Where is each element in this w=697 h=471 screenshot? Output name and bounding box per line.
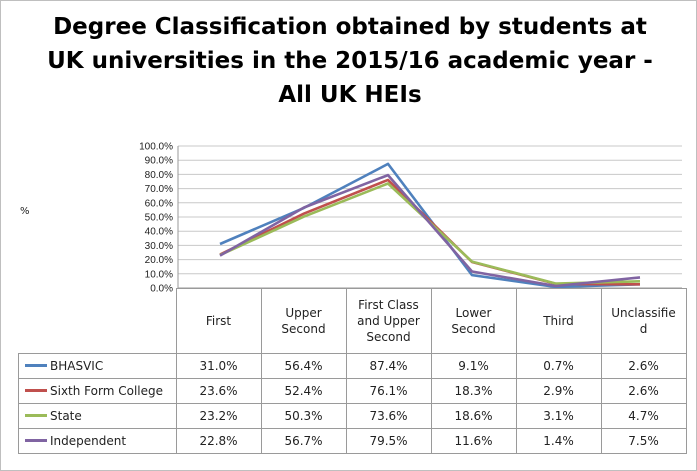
series-name: State (50, 408, 82, 423)
value-cell: 2.9% (515, 377, 602, 404)
table-row: Sixth Form College 23.6% 52.4% 76.1% 18.… (18, 377, 687, 404)
series-line (219, 173, 641, 288)
value-cell: 18.6% (430, 402, 517, 429)
value-cell: 0.7% (515, 352, 602, 379)
legend-swatch (25, 413, 47, 417)
chart-title: Degree Classification obtained by studen… (47, 14, 653, 108)
category-header: First (175, 288, 262, 354)
category-header: Unclassified (600, 288, 687, 354)
y-tick-label: 50.0% (145, 213, 173, 224)
value-cell: 31.0% (175, 352, 262, 379)
value-cell: 23.2% (175, 402, 262, 429)
y-tick-label: 30.0% (145, 241, 173, 252)
value-cell: 3.1% (515, 402, 602, 429)
value-cell: 7.5% (600, 427, 687, 454)
value-cell: 76.1% (345, 377, 432, 404)
table-row: State 23.2% 50.3% 73.6% 18.6% 3.1% 4.7% (18, 402, 687, 429)
y-tick-label: 100.0% (139, 142, 173, 153)
category-label: First (205, 313, 232, 328)
value-cell: 9.1% (430, 352, 517, 379)
series-name: Sixth Form College (50, 383, 163, 398)
series-name: BHASVIC (50, 358, 104, 373)
series-name: Independent (50, 433, 127, 448)
series-line (219, 178, 641, 286)
value-cell: 22.8% (175, 427, 262, 454)
value-cell: 73.6% (345, 402, 432, 429)
category-label: First Class and Upper Second (357, 297, 420, 344)
value-cell: 79.5% (345, 427, 432, 454)
table-header-row: First Upper Second First Class and Upper… (18, 288, 687, 354)
table-row: Independent 22.8% 56.7% 79.5% 11.6% 1.4%… (18, 427, 687, 454)
table-corner (18, 288, 177, 353)
category-header: Third (515, 288, 602, 354)
series-line (219, 182, 641, 285)
y-tick-label: 60.0% (145, 198, 173, 209)
value-cell: 56.4% (260, 352, 347, 379)
legend-swatch (25, 363, 47, 367)
value-cell: 87.4% (345, 352, 432, 379)
value-cell: 50.3% (260, 402, 347, 429)
value-cell: 1.4% (515, 427, 602, 454)
category-label: Upper Second (281, 305, 326, 336)
category-label: Unclassified (611, 305, 676, 336)
value-cell: 23.6% (175, 377, 262, 404)
category-label: Lower Second (451, 305, 496, 336)
y-tick-label: 70.0% (145, 184, 173, 195)
y-tick-label: 20.0% (145, 255, 173, 266)
value-cell: 2.6% (600, 377, 687, 404)
value-cell: 11.6% (430, 427, 517, 454)
category-header: First Class and Upper Second (345, 288, 432, 354)
y-tick-label: 10.0% (145, 269, 173, 280)
y-tick-label: 80.0% (145, 170, 173, 181)
value-cell: 18.3% (430, 377, 517, 404)
value-cell: 4.7% (600, 402, 687, 429)
legend-cell: Independent (18, 427, 177, 454)
category-header: Upper Second (260, 288, 347, 354)
legend-cell: State (18, 402, 177, 429)
table-row: BHASVIC 31.0% 56.4% 87.4% 9.1% 0.7% 2.6% (18, 352, 687, 379)
value-cell: 2.6% (600, 352, 687, 379)
category-header: Lower Second (430, 288, 517, 354)
value-cell: 52.4% (260, 377, 347, 404)
y-tick-label: 40.0% (145, 227, 173, 238)
category-label: Third (543, 313, 574, 328)
legend-cell: Sixth Form College (18, 377, 177, 404)
value-cell: 56.7% (260, 427, 347, 454)
legend-swatch (25, 388, 47, 392)
y-axis-label: % (20, 206, 30, 217)
y-tick-label: 90.0% (145, 156, 173, 167)
legend-swatch (25, 438, 47, 442)
data-table: First Upper Second First Class and Upper… (18, 288, 687, 454)
legend-cell: BHASVIC (18, 352, 177, 379)
